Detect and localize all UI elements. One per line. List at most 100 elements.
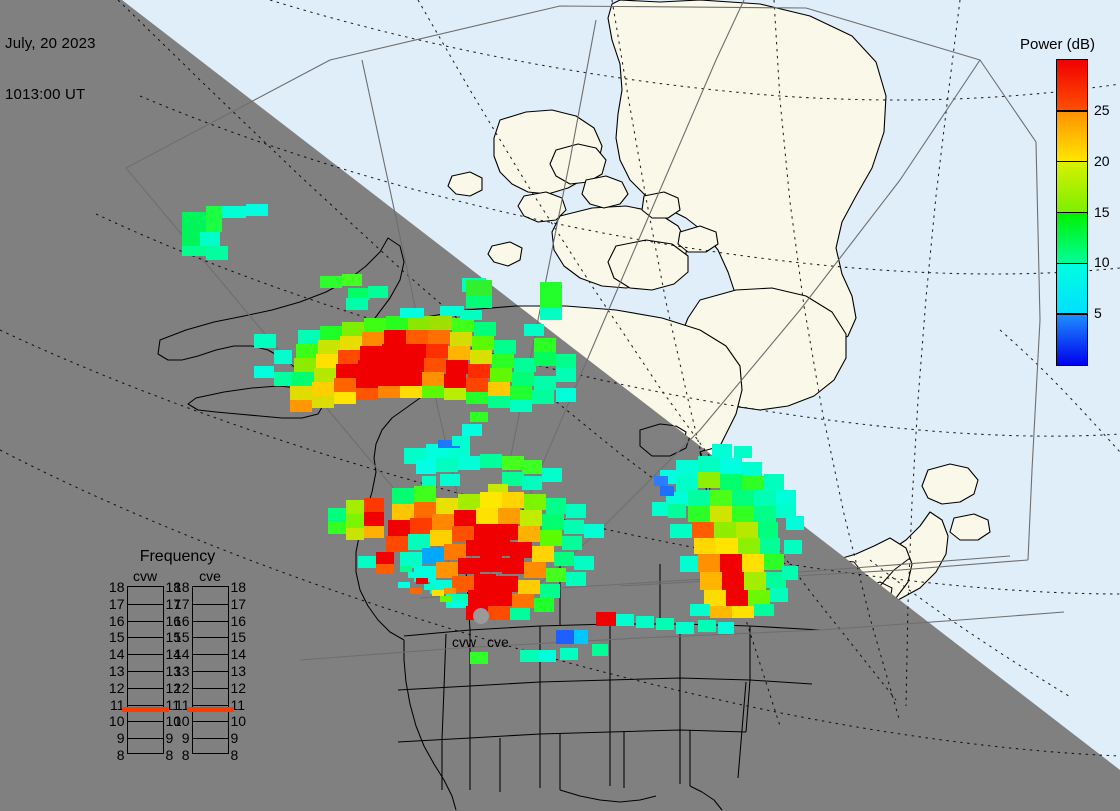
site-label-cve: cve (487, 634, 509, 650)
colorbar-title: Power (dB) (1020, 36, 1096, 53)
frequency-tick-label: 12 (230, 679, 247, 696)
colorbar-body: 25 20 15 10 5 (1056, 59, 1110, 366)
frequency-tick-label: 10 (230, 713, 247, 730)
frequency-tick-label: 17 (230, 595, 247, 612)
frequency-tick-label: 17 (165, 595, 182, 612)
colorbar-segment (1057, 263, 1087, 315)
frequency-gridline (192, 687, 228, 689)
site-label-cvw: cvw (452, 634, 477, 650)
colorbar-divider (1057, 211, 1087, 214)
frequency-tick-label: 17 (108, 595, 125, 612)
colorbar-tick-label: 20 (1094, 152, 1110, 169)
frequency-tick-label: 18 (108, 579, 125, 595)
frequency-tick-label: 9 (165, 730, 174, 747)
frequency-tick-label: 13 (108, 663, 125, 679)
frequency-gridline (192, 603, 228, 605)
frequency-gridline (127, 654, 163, 656)
frequency-tick-label: 9 (116, 730, 125, 747)
frequency-labels-left-cve: 18 17 16 15 14 13 12 11 10 9 8 (168, 579, 190, 763)
colorbar-tick-label: 10 (1094, 254, 1110, 271)
frequency-tick-label: 8 (230, 747, 239, 763)
colorbar-tick-label: 5 (1094, 305, 1102, 322)
colorbar-segment (1057, 314, 1087, 365)
frequency-gridline (127, 603, 163, 605)
frequency-scale-cve: 18 17 16 15 14 13 12 11 10 9 8 18 17 16 15 14 13 12 11 10 9… (174, 579, 246, 763)
frequency-tick-label: 13 (230, 663, 247, 679)
frequency-tick-label: 14 (165, 646, 182, 663)
frequency-tick-label: 11 (165, 696, 181, 713)
frequency-gridline (127, 637, 163, 639)
power-colorbar: Power (dB) 25 20 15 10 5 (1020, 36, 1110, 366)
frequency-tick-label: 11 (230, 696, 246, 713)
frequency-tick-label: 12 (108, 679, 125, 696)
frequency-gridline (192, 721, 228, 723)
frequency-title: Frequency (139, 548, 216, 565)
frequency-tick-label: 15 (173, 629, 190, 646)
timestamp: July, 20 2023 1013:00 UT (5, 1, 96, 137)
colorbar-gradient (1056, 59, 1088, 366)
colorbar-segment (1057, 161, 1087, 213)
frequency-tick-label: 14 (173, 646, 190, 663)
frequency-gridline (192, 654, 228, 656)
frequency-tick-label: 8 (116, 747, 125, 763)
frequency-tick-label: 17 (173, 595, 190, 612)
frequency-tick-label: 15 (108, 629, 125, 646)
frequency-tick-label: 10 (165, 713, 182, 730)
timestamp-time: 1013:00 UT (5, 86, 86, 103)
frequency-tick-label: 14 (108, 646, 125, 663)
frequency-gridline (192, 738, 228, 740)
colorbar-tick-label: 25 (1094, 101, 1110, 118)
frequency-tick-label: 15 (165, 629, 182, 646)
frequency-marker-cvw (121, 707, 169, 713)
colorbar-divider (1057, 160, 1087, 163)
frequency-tick-label: 11 (174, 696, 190, 713)
frequency-tick-label: 8 (181, 747, 190, 763)
frequency-tick-label: 8 (165, 747, 174, 763)
timestamp-date: July, 20 2023 (5, 35, 96, 52)
backscatter-cells (182, 204, 804, 664)
frequency-tick-label: 15 (230, 629, 247, 646)
frequency-columns: cvw 18 17 16 15 14 13 12 11 10 9 8 18 17 16 15 14 13 12 1… (90, 568, 265, 763)
frequency-tick-label: 11 (109, 696, 125, 713)
frequency-tick-label: 13 (173, 663, 190, 679)
frequency-tick-label: 16 (108, 612, 125, 629)
frequency-gridline (192, 620, 228, 622)
frequency-gridline (127, 738, 163, 740)
frequency-panel: Frequency cvw 18 17 16 15 14 13 12 11 10 9 8 18 17 1… (90, 548, 265, 763)
frequency-tick-label: 18 (173, 579, 190, 595)
frequency-gridline (127, 721, 163, 723)
colorbar-divider (1057, 313, 1087, 315)
frequency-gridline (127, 704, 163, 706)
colorbar-divider (1057, 262, 1087, 265)
frequency-gridline (127, 687, 163, 689)
frequency-tick-label: 18 (230, 579, 247, 595)
frequency-column-cve: cve 18 17 16 15 14 13 12 11 10 9 8 18 17 16 15 14 13 12 1… (174, 568, 246, 763)
colorbar-divider (1057, 110, 1087, 112)
colorbar-segment (1057, 212, 1087, 264)
frequency-gridline (192, 671, 228, 672)
frequency-tick-label: 13 (165, 663, 182, 679)
colorbar-segment (1057, 60, 1087, 111)
frequency-marker-cve (186, 707, 234, 713)
frequency-tick-label: 18 (165, 579, 182, 595)
frequency-column-label-cve: cve (199, 568, 221, 584)
frequency-tick-label: 14 (230, 646, 247, 663)
colorbar-segment (1057, 110, 1087, 162)
frequency-scale-cvw: 18 17 16 15 14 13 12 11 10 9 8 18 17 16 15 14 13 12 11 10 9… (109, 579, 181, 763)
radar-site-marker (473, 608, 489, 624)
frequency-tick-label: 10 (173, 713, 190, 730)
frequency-tick-label: 16 (230, 612, 247, 629)
frequency-tick-label: 16 (173, 612, 190, 629)
frequency-column-label-cvw: cvw (132, 568, 158, 584)
frequency-tick-label: 9 (230, 730, 239, 747)
frequency-labels-right-cve: 18 17 16 15 14 13 12 11 10 9 8 (230, 579, 253, 763)
frequency-gridline (127, 620, 163, 622)
frequency-tick-label: 12 (165, 679, 182, 696)
frequency-tick-label: 16 (165, 612, 182, 629)
frequency-tick-label: 10 (108, 713, 125, 730)
frequency-labels-left-cvw: 18 17 16 15 14 13 12 11 10 9 8 (103, 579, 125, 763)
frequency-tick-label: 9 (181, 730, 190, 747)
